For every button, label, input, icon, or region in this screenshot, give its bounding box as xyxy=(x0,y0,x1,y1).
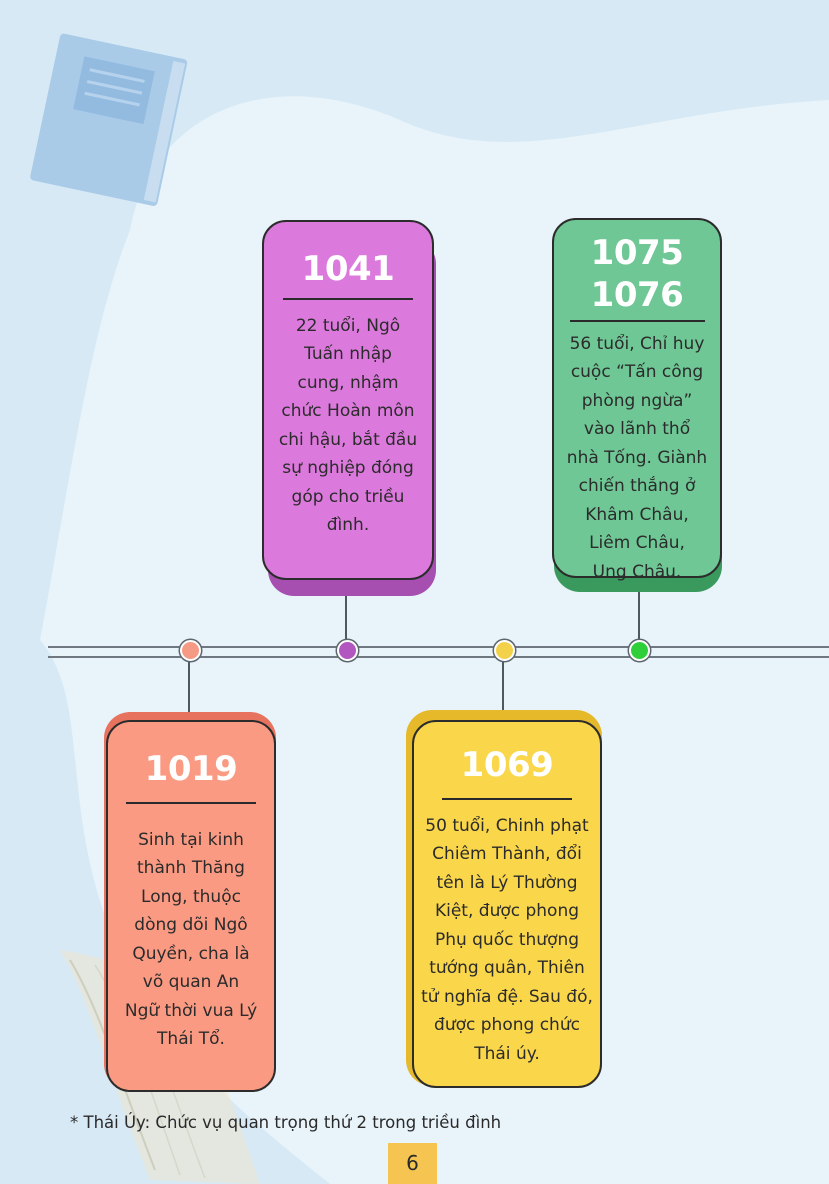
book-icon xyxy=(30,33,188,206)
event-card-1075: 1075 1076 56 tuổi, Chỉ huy cuộc “Tấn côn… xyxy=(552,218,722,592)
stem-1075 xyxy=(638,590,640,642)
event-card-1069: 1069 50 tuổi, Chinh phạt Chiêm Thành, đổ… xyxy=(406,710,602,1088)
event-description-1041: 22 tuổi, Ngô Tuấn nhập cung, nhậm chức H… xyxy=(278,315,418,536)
event-description-1069: 50 tuổi, Chinh phạt Chiêm Thành, đổi tên… xyxy=(421,815,593,1064)
event-year-1069: 1069 xyxy=(460,745,554,785)
event-year-1076: 1076 xyxy=(590,275,684,315)
event-year-1019: 1019 xyxy=(144,749,238,789)
timeline-dot-1069 xyxy=(494,640,515,661)
card-divider xyxy=(569,320,705,322)
event-year-1075: 1075 xyxy=(590,233,684,273)
stem-1069 xyxy=(502,660,504,712)
timeline-dot-1075 xyxy=(629,640,650,661)
card-divider xyxy=(126,802,256,804)
timeline-line-lower xyxy=(48,656,829,658)
timeline-line-upper xyxy=(48,646,829,648)
event-description-1019: Sinh tại kinh thành Thăng Long, thuộc dò… xyxy=(124,829,258,1050)
event-description-1075: 56 tuổi, Chỉ huy cuộc “Tấn công phòng ng… xyxy=(566,333,708,582)
event-year-1041: 1041 xyxy=(301,249,395,289)
footnote: * Thái Úy: Chức vụ quan trọng thứ 2 tron… xyxy=(70,1113,502,1132)
stem-1041 xyxy=(345,590,347,642)
stem-1019 xyxy=(188,660,190,712)
timeline-dot-1041 xyxy=(337,640,358,661)
timeline-dot-1019 xyxy=(180,640,201,661)
page-number: 6 xyxy=(388,1143,437,1184)
event-card-1019: 1019 Sinh tại kinh thành Thăng Long, thu… xyxy=(104,712,276,1092)
event-card-1041: 1041 22 tuổi, Ngô Tuấn nhập cung, nhậm c… xyxy=(262,220,436,596)
card-divider xyxy=(442,798,572,800)
card-divider xyxy=(283,298,413,300)
